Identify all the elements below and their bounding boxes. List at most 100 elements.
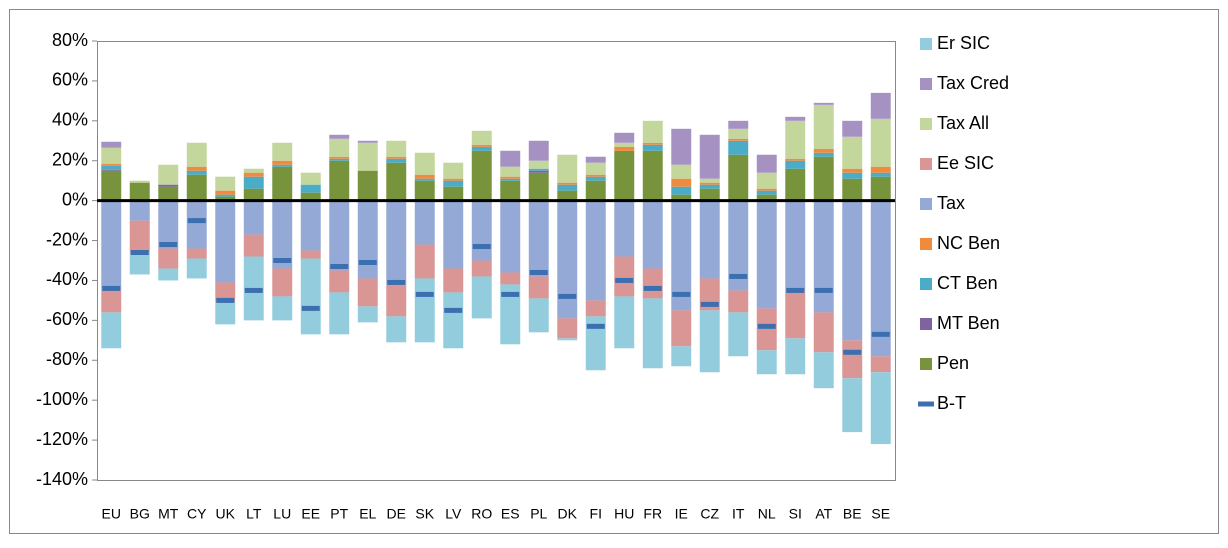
bar-segment — [215, 302, 236, 325]
bt-marker — [415, 291, 434, 297]
bar-segment — [300, 184, 321, 193]
bar-segment — [386, 140, 407, 157]
bar-segment — [272, 142, 293, 161]
bar-segment — [158, 200, 179, 249]
bar-segment — [357, 140, 378, 143]
y-tick-label: 40% — [52, 110, 88, 130]
bar-segment — [842, 136, 863, 169]
bt-marker — [729, 273, 748, 279]
bar-segment — [785, 116, 806, 121]
legend-label: Tax All — [937, 113, 989, 133]
bar-segment — [756, 190, 777, 195]
x-tick-label: DE — [387, 506, 406, 522]
bar-segment — [129, 182, 150, 201]
x-tick-label: EE — [301, 506, 320, 522]
bt-marker — [615, 277, 634, 283]
bar-segment — [585, 174, 606, 177]
bt-marker — [814, 287, 833, 293]
bar-segment — [414, 180, 435, 201]
bar-segment — [215, 200, 236, 283]
legend-swatch — [920, 118, 932, 130]
y-tick-label: -140% — [36, 469, 88, 489]
x-tick-label: BG — [130, 506, 150, 522]
bar-segment — [728, 128, 749, 139]
legend-label: Tax — [937, 193, 965, 213]
bar-segment — [813, 148, 834, 153]
bt-marker — [102, 285, 121, 291]
bar-segment — [813, 102, 834, 105]
legend-label: Ee SIC — [937, 153, 994, 173]
bar-segment — [614, 296, 635, 349]
bar-segment — [671, 346, 692, 367]
bar-segment — [785, 120, 806, 159]
y-tick-label: 20% — [52, 149, 88, 169]
bar-segment — [671, 186, 692, 195]
bar-segment — [642, 120, 663, 143]
bar-segment — [386, 162, 407, 201]
bar-segment — [557, 318, 578, 339]
bar-segment — [557, 200, 578, 319]
bar-segment — [642, 150, 663, 201]
bar-segment — [557, 182, 578, 185]
bar-segment — [186, 170, 207, 175]
bar-segment — [728, 140, 749, 155]
bt-marker — [244, 287, 263, 293]
x-tick-label: LU — [273, 506, 291, 522]
bar-segment — [528, 168, 549, 171]
bt-marker — [558, 293, 577, 299]
bt-marker — [529, 269, 548, 275]
x-tick-label: EL — [359, 506, 376, 522]
x-tick-label: FR — [643, 506, 662, 522]
bar-segment — [528, 160, 549, 169]
bar-segment — [500, 166, 521, 177]
bar-segment — [357, 278, 378, 307]
x-tick-label: HU — [614, 506, 634, 522]
bar-segment — [842, 120, 863, 137]
bar-segment — [129, 220, 150, 253]
bar-segment — [215, 190, 236, 195]
bar-segment — [500, 178, 521, 181]
bar-segment — [129, 252, 150, 275]
legend-swatch — [920, 198, 932, 210]
bar-segment — [671, 164, 692, 179]
bar-segment — [557, 190, 578, 201]
bar-segment — [699, 134, 720, 179]
bt-marker — [301, 305, 320, 311]
bar-segment — [728, 312, 749, 357]
bar-segment — [443, 178, 464, 181]
bar-segment — [585, 180, 606, 201]
bt-marker — [501, 291, 520, 297]
bar-segment — [186, 174, 207, 201]
bar-segment — [443, 186, 464, 201]
bar-segment — [756, 188, 777, 191]
x-tick-label: IT — [732, 506, 745, 522]
bar-segment — [528, 172, 549, 201]
bar-segment — [756, 172, 777, 189]
x-tick-label: LV — [445, 506, 462, 522]
bar-segment — [443, 268, 464, 293]
bar-segment — [357, 200, 378, 279]
bar-segment — [671, 310, 692, 347]
y-tick-label: -40% — [46, 269, 88, 289]
bar-segment — [300, 192, 321, 201]
bar-segment — [215, 282, 236, 303]
bar-segment — [386, 156, 407, 159]
bar-segment — [101, 141, 122, 148]
bar-segment — [585, 176, 606, 181]
bar-segment — [329, 200, 350, 271]
bar-segment — [528, 140, 549, 161]
bar-segment — [813, 104, 834, 149]
bar-segment — [186, 166, 207, 171]
bar-segment — [870, 176, 891, 201]
bar-segment — [813, 312, 834, 353]
bar-segment — [585, 316, 606, 371]
bar-segment — [414, 152, 435, 175]
y-tick-label: 60% — [52, 70, 88, 90]
bar-segment — [870, 372, 891, 445]
bt-marker — [273, 258, 292, 263]
bar-segment — [357, 142, 378, 171]
bar-segment — [329, 270, 350, 293]
bar-segment — [300, 172, 321, 185]
bar-segment — [842, 378, 863, 433]
legend-swatch — [920, 158, 932, 170]
